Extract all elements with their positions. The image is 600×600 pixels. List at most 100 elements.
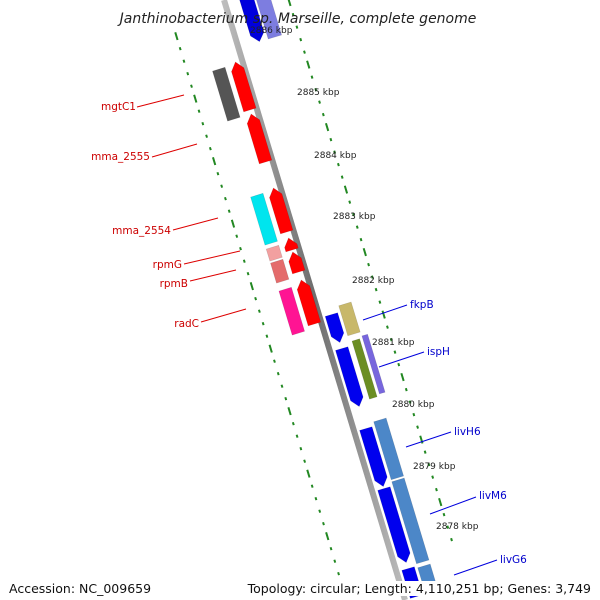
tick-mark (397, 362, 401, 367)
tick-mark (352, 212, 355, 217)
tick-mark (322, 521, 325, 526)
gene-label-mma_2554[interactable]: mma_2554 (112, 225, 171, 237)
tick-mark (340, 175, 344, 179)
gene-label-ispH[interactable]: ispH (427, 346, 450, 358)
tick-mark (235, 234, 239, 238)
gene-label-livM6[interactable]: livM6 (479, 490, 507, 502)
tick-mark (393, 350, 397, 354)
tick-mark (337, 571, 340, 576)
tick-mark (337, 162, 340, 167)
gene-feature[interactable] (361, 333, 386, 395)
tick-mark (343, 185, 349, 194)
tick-mark (280, 384, 284, 388)
ruler-label: 2879 kbp (413, 462, 456, 472)
gene-feature[interactable] (251, 0, 282, 40)
tick-mark (325, 532, 330, 541)
tick-mark (287, 407, 292, 416)
tick-mark (303, 459, 307, 463)
tick-mark (355, 225, 359, 229)
tick-mark (224, 196, 227, 201)
tick-mark (276, 371, 280, 376)
gene-feature[interactable] (212, 66, 241, 122)
gene-label-mgtC1[interactable]: mgtC1 (101, 101, 136, 113)
tick-mark (299, 37, 303, 42)
right-gene-labels: fkpB ispH livH6 livM6 livG6 (362, 299, 527, 576)
tick-mark (378, 300, 382, 304)
tick-mark (400, 372, 405, 382)
gene-label-rpmB[interactable]: rpmB (160, 278, 188, 290)
gene-feature[interactable] (288, 251, 306, 275)
gene-feature[interactable] (296, 279, 322, 327)
tick-mark (216, 171, 220, 176)
tick-mark (431, 475, 435, 479)
gene-feature[interactable] (391, 477, 430, 565)
tick-mark (182, 59, 186, 63)
tick-mark (427, 462, 431, 467)
tick-mark (416, 425, 419, 429)
tick-mark (303, 50, 306, 54)
gene-label-rpmG[interactable]: rpmG (153, 259, 182, 271)
feature-track (212, 0, 439, 599)
tick-mark (174, 32, 179, 41)
tick-mark (318, 509, 322, 513)
gene-label-livH6[interactable]: livH6 (454, 426, 481, 438)
gene-feature[interactable] (250, 192, 278, 246)
gene-feature[interactable] (231, 61, 257, 113)
tick-mark (310, 484, 314, 488)
gene-feature[interactable] (351, 338, 378, 400)
topology-text: Topology: circular; Length: 4,110,251 bp… (245, 581, 591, 596)
tick-mark (212, 157, 217, 166)
gene-feature[interactable] (284, 237, 299, 253)
tick-mark (295, 434, 299, 438)
gene-label-mma_2555[interactable]: mma_2555 (91, 151, 150, 163)
gene-feature[interactable] (335, 346, 364, 407)
gene-feature[interactable] (373, 417, 404, 481)
tick-mark (446, 525, 450, 529)
ruler-label: 2880 kbp (392, 400, 435, 410)
tick-mark (295, 25, 299, 29)
gene-feature[interactable] (278, 286, 305, 336)
gene-feature[interactable] (377, 486, 411, 563)
tick-mark (178, 46, 182, 51)
tick-mark (389, 337, 393, 342)
tick-mark (318, 100, 321, 104)
tick-mark (404, 387, 408, 392)
tick-mark (306, 60, 311, 69)
genome-backbone (221, 0, 408, 600)
tick-mark (412, 412, 416, 417)
tick-mark (284, 396, 288, 401)
tick-mark (299, 446, 303, 451)
gene-feature[interactable] (338, 301, 361, 337)
tick-mark (208, 146, 212, 151)
gene-feature[interactable] (270, 258, 290, 284)
tick-mark (329, 546, 333, 551)
tick-mark (381, 310, 386, 319)
ruler-label: 2881 kbp (372, 338, 415, 348)
tick-mark (374, 287, 378, 292)
tick-mark (362, 247, 367, 257)
tick-mark (205, 134, 208, 138)
ruler-label: 2883 kbp (333, 212, 376, 222)
gene-label-livG6[interactable]: livG6 (500, 554, 527, 566)
tick-mark (230, 219, 236, 228)
tick-mark (348, 200, 352, 204)
tick-mark (386, 325, 389, 329)
footer-bar: Accession: NC_009659 Topology: circular;… (0, 578, 600, 600)
gene-label-radC[interactable]: radC (174, 318, 199, 330)
gene-feature[interactable] (324, 312, 345, 343)
tick-mark (227, 209, 231, 213)
tick-mark (197, 109, 201, 113)
gene-feature[interactable] (235, 0, 265, 43)
tick-mark (287, 0, 292, 7)
tick-mark (450, 537, 453, 542)
gene-feature[interactable] (269, 187, 294, 235)
gene-label-fkpB[interactable]: fkpB (410, 299, 434, 311)
gene-feature[interactable] (265, 244, 283, 262)
gene-feature[interactable] (359, 426, 388, 487)
left-gene-labels: mgtC1 mma_2555 mma_2554 rpmG rpmB radC (91, 94, 247, 330)
gene-feature[interactable] (246, 113, 273, 165)
ruler-label: 2882 kbp (352, 276, 395, 286)
ruler-label: 2886 kbp (250, 26, 293, 36)
tick-mark (249, 282, 254, 291)
